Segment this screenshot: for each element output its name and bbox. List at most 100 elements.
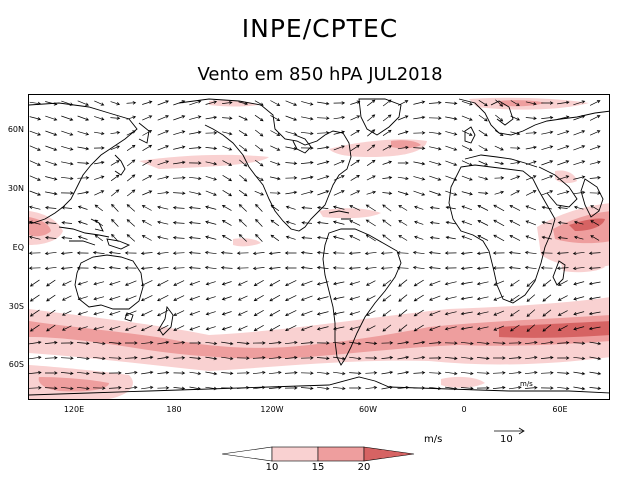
wind-vector — [476, 311, 489, 316]
color-scale-label-10: 10 — [265, 462, 279, 473]
wind-vector — [382, 204, 392, 212]
wind-vector — [316, 220, 329, 225]
wind-vector — [445, 101, 458, 106]
wind-vector — [476, 266, 489, 271]
wind-vector — [573, 175, 586, 180]
wind-vector — [382, 99, 392, 107]
wind-vector — [92, 356, 106, 361]
wind-vector — [350, 159, 360, 167]
wind-vector — [413, 115, 426, 120]
wind-vector — [333, 145, 345, 151]
wind-vector — [332, 296, 345, 301]
wind-vector — [29, 355, 42, 360]
wind-vector — [493, 219, 505, 227]
wind-vector — [205, 386, 218, 391]
wind-vector — [76, 371, 90, 376]
wind-vector — [269, 279, 281, 287]
wind-vector — [94, 175, 105, 180]
wind-vector — [493, 310, 505, 316]
wind-vector — [366, 190, 377, 195]
coast-south-america — [322, 228, 402, 366]
wind-vector — [349, 386, 362, 390]
lat-label-eq: EQ — [12, 243, 24, 252]
wind-vector — [494, 161, 505, 166]
wind-vector — [509, 294, 520, 302]
wind-vector — [476, 371, 490, 375]
wind-vector — [300, 310, 313, 316]
wind-vector — [428, 250, 441, 255]
wind-vector — [332, 220, 345, 225]
wind-vector — [317, 386, 330, 391]
wind-vector — [268, 340, 282, 345]
wind-vector — [94, 204, 104, 212]
wind-vector — [77, 146, 90, 151]
wind-vector — [478, 129, 488, 137]
wind-vector — [316, 235, 329, 240]
wind-vector — [382, 279, 392, 287]
wind-map — [28, 94, 610, 400]
wind-map-canvas — [29, 97, 609, 399]
wind-vector — [365, 371, 378, 375]
coastlines — [29, 98, 609, 396]
wind-vector — [557, 371, 570, 376]
lon-label-180: 180 — [166, 405, 182, 414]
wind-vector — [540, 266, 553, 270]
wind-vector — [77, 235, 88, 240]
wind-vector — [413, 100, 426, 105]
wind-vector — [333, 101, 346, 105]
wind-vector — [172, 251, 185, 255]
wind-vector — [188, 220, 201, 225]
wind-vector — [60, 371, 74, 376]
wind-vector — [94, 234, 104, 242]
wind-vector — [189, 280, 201, 286]
wind-vector — [221, 326, 232, 331]
wind-speed-shading — [29, 97, 609, 399]
wind-vector — [429, 280, 441, 286]
wind-vector — [573, 130, 586, 136]
wind-vector — [252, 370, 266, 375]
wind-vector — [365, 204, 376, 212]
wind-vector — [525, 145, 537, 150]
lon-label-60w: 60W — [358, 405, 378, 414]
wind-vector — [589, 175, 601, 180]
wind-vector — [29, 340, 42, 345]
wind-vector — [445, 220, 456, 225]
wind-vector — [542, 279, 552, 287]
wind-vector — [367, 114, 376, 122]
wind-vector — [110, 116, 121, 120]
wind-vector — [494, 176, 505, 180]
wind-vector — [382, 191, 393, 195]
wind-vector — [380, 251, 393, 255]
wind-vector — [365, 219, 376, 227]
wind-vector — [573, 100, 586, 106]
wind-vector — [350, 144, 360, 152]
wind-vector — [29, 235, 41, 240]
wind-vector — [157, 130, 169, 136]
wind-vector — [268, 355, 282, 360]
wind-vector — [413, 324, 424, 332]
wind-vector — [125, 385, 138, 390]
wind-vector — [365, 310, 376, 316]
wind-vector — [204, 250, 217, 255]
wind-vector — [252, 251, 265, 256]
wind-vector — [108, 371, 122, 375]
wind-vector — [255, 233, 263, 242]
wind-vector — [222, 116, 233, 120]
wind-vector — [76, 251, 89, 255]
wind-vector — [108, 250, 121, 255]
wind-vector — [525, 355, 538, 360]
wind-vector — [60, 251, 73, 256]
wind-vector — [557, 386, 570, 391]
wind-vector — [109, 325, 121, 331]
wind-vector — [270, 145, 281, 151]
wind-vector — [238, 203, 247, 212]
wind-vector — [510, 131, 521, 136]
wind-vector — [205, 161, 218, 166]
wind-vector — [542, 324, 552, 332]
wind-vector — [397, 385, 410, 390]
wind-vector — [509, 309, 520, 317]
wind-vector — [29, 190, 41, 196]
wind-vector — [541, 340, 554, 345]
wind-vector — [541, 190, 554, 196]
wind-vector — [557, 190, 570, 195]
